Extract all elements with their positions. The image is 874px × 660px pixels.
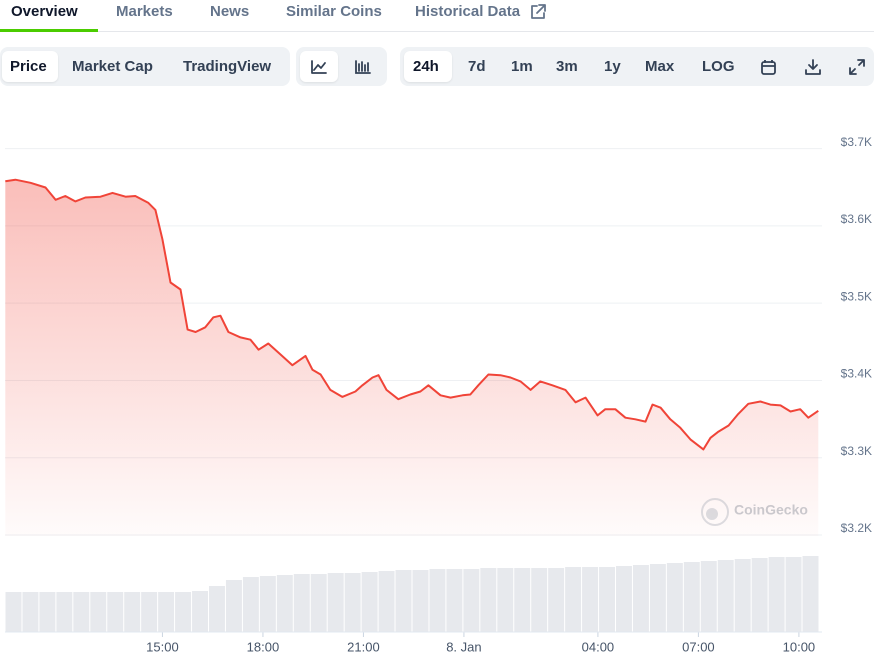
- price-area: [5, 179, 819, 536]
- watermark-text: CoinGecko: [734, 502, 808, 518]
- tab[interactable]: Similar Coins: [286, 3, 382, 20]
- y-tick-label: $3.7K: [841, 135, 872, 149]
- x-tick-label: 15:00: [146, 639, 179, 654]
- volume-bar: [124, 592, 141, 632]
- candle-chart-icon[interactable]: [354, 59, 372, 75]
- volume-bar: [192, 591, 208, 632]
- watermark-logo: [706, 508, 718, 520]
- volume-bar: [700, 561, 717, 632]
- volume-bar: [480, 568, 497, 632]
- watermark: CoinGecko: [701, 498, 808, 526]
- volume-bar: [378, 571, 395, 632]
- tab[interactable]: Markets: [116, 3, 173, 20]
- tab[interactable]: News: [210, 3, 250, 20]
- range-button[interactable]: 7d: [468, 58, 486, 75]
- range-button[interactable]: 24h: [413, 58, 439, 75]
- y-tick-label: $3.5K: [841, 289, 872, 303]
- line-chart-icon[interactable]: [310, 59, 328, 75]
- volume-bar: [582, 567, 599, 632]
- volume-bar: [310, 574, 327, 632]
- volume-bar: [429, 569, 446, 632]
- volume-bar: [666, 563, 683, 632]
- volume-bar: [344, 573, 361, 632]
- volume-bar: [599, 567, 615, 632]
- x-tick-label: 07:00: [682, 639, 715, 654]
- plot: [5, 148, 822, 637]
- volume-bar: [361, 572, 378, 632]
- watermark-logo: [701, 498, 729, 526]
- download-icon[interactable]: [804, 58, 822, 76]
- active-pill: [404, 51, 452, 82]
- volume-bar: [242, 577, 259, 632]
- tab-divider: [0, 31, 874, 32]
- volume-bar: [412, 570, 429, 632]
- range-button[interactable]: 1m: [511, 58, 533, 75]
- volume-bar: [22, 592, 39, 632]
- volume-bar: [616, 566, 632, 632]
- tab[interactable]: Historical Data: [415, 3, 521, 20]
- volume-bar: [293, 574, 310, 632]
- x-tick-label: 18:00: [247, 639, 280, 654]
- volume-bar: [768, 557, 785, 632]
- volume-bar: [632, 565, 649, 632]
- volume-bar: [548, 568, 565, 632]
- range-group: [400, 47, 874, 86]
- volume-bar: [751, 558, 768, 632]
- view-button[interactable]: TradingView: [183, 58, 272, 75]
- volume-bar: [802, 556, 819, 632]
- volume-bar: [56, 592, 73, 632]
- calendar-icon[interactable]: [760, 59, 777, 76]
- volume-bar: [90, 592, 107, 632]
- volume-bar: [225, 580, 242, 632]
- y-tick-label: $3.6K: [841, 212, 872, 226]
- x-tick-label: 04:00: [582, 639, 615, 654]
- expand-icon[interactable]: [848, 58, 866, 76]
- active-tab-indicator: [0, 29, 98, 32]
- volume-bar: [259, 576, 276, 632]
- volume-bar: [141, 592, 158, 632]
- volume-bar: [276, 575, 293, 632]
- volume-bar: [463, 569, 480, 632]
- active-pill: [2, 51, 58, 82]
- volume-bar: [175, 592, 192, 632]
- range-button[interactable]: 3m: [556, 58, 578, 75]
- volume-bar: [514, 568, 531, 632]
- x-tick-label: 21:00: [347, 639, 380, 654]
- volume-bar: [734, 559, 751, 632]
- view-button[interactable]: Market Cap: [72, 58, 153, 75]
- volume-bar: [107, 592, 124, 632]
- volume-bar: [717, 560, 734, 632]
- price-line: [5, 178, 819, 451]
- range-button[interactable]: LOG: [702, 58, 735, 75]
- range-button[interactable]: Max: [645, 58, 675, 75]
- volume-bar: [683, 562, 700, 632]
- external-link-icon: [531, 4, 546, 19]
- volume-bar: [73, 592, 90, 632]
- volume-bar: [39, 592, 56, 632]
- tab[interactable]: Overview: [11, 3, 78, 20]
- y-tick-label: $3.2K: [841, 521, 872, 535]
- volume-bar: [649, 564, 666, 632]
- y-tick-label: $3.4K: [841, 367, 872, 381]
- volume-bar: [395, 570, 412, 632]
- x-tick-label: 8. Jan: [446, 639, 481, 654]
- range-button[interactable]: 1y: [604, 58, 621, 75]
- view-button[interactable]: Price: [10, 58, 47, 75]
- volume-bar: [5, 592, 22, 632]
- x-tick-label: 10:00: [783, 639, 816, 654]
- volume-bar: [446, 569, 463, 632]
- volume-bar: [785, 557, 802, 632]
- volume-bar: [158, 592, 175, 632]
- volume-bar: [531, 568, 548, 632]
- volume-bar: [497, 568, 514, 632]
- y-tick-label: $3.3K: [841, 444, 872, 458]
- volume-bar: [565, 567, 582, 632]
- volume-bar: [209, 586, 225, 632]
- volume-bar: [327, 573, 344, 632]
